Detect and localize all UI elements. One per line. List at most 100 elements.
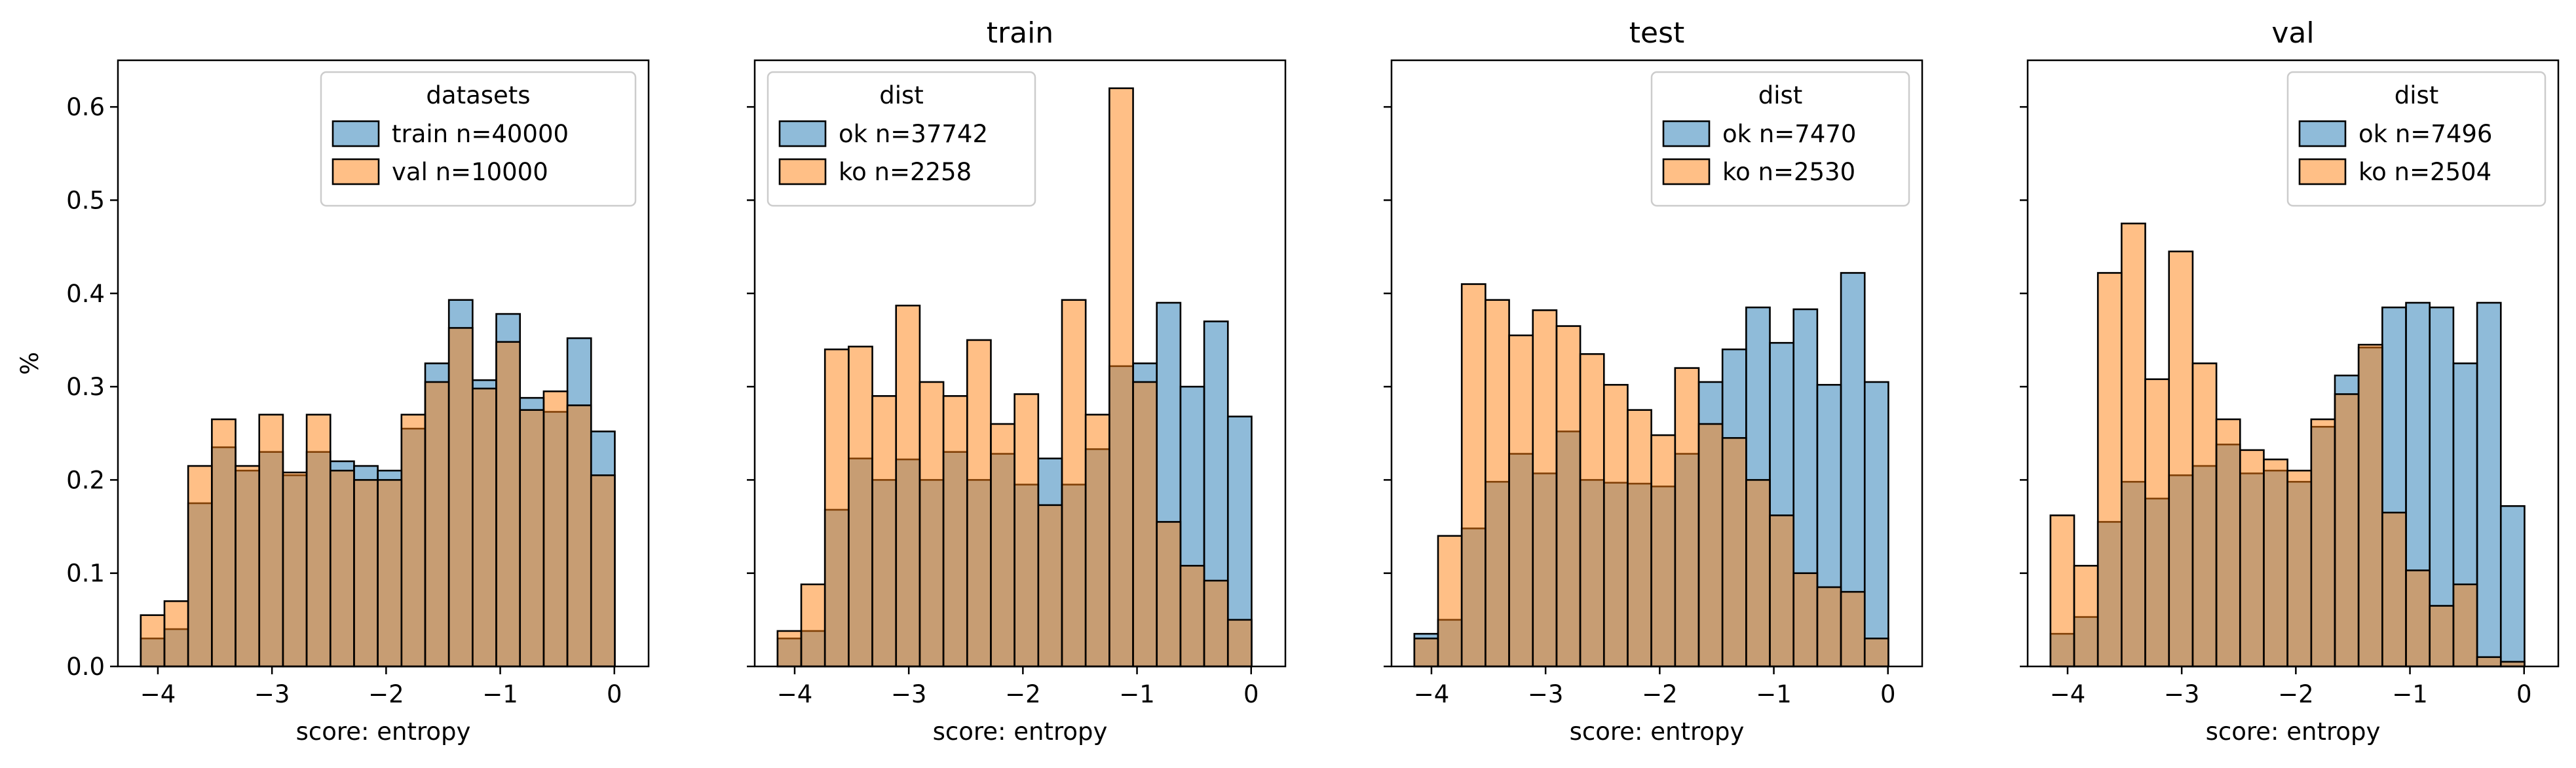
bar [990, 423, 1015, 668]
bar [258, 413, 284, 668]
bar [1602, 383, 1629, 668]
panel-title: val [2271, 16, 2314, 50]
bar [2334, 393, 2360, 668]
bar [2215, 418, 2241, 668]
bar [2144, 378, 2170, 668]
bar [400, 413, 426, 668]
bar [1485, 299, 1510, 668]
legend-label: ko n=2504 [2358, 158, 2491, 186]
legend-box [320, 71, 637, 207]
panel-title: test [1629, 16, 1685, 50]
x-tick-label: −3 [254, 680, 290, 708]
bar [1627, 409, 1652, 668]
bar [590, 474, 616, 668]
bar [519, 409, 545, 668]
x-tick-label: 0 [607, 680, 622, 708]
y-tick-label: 0.6 [66, 93, 105, 121]
axes-frame [2026, 59, 2560, 668]
histogram-panel-4: −4 −3 −2 −1 0 score: entropy val dist ok n=7496 k… [2020, 16, 2560, 746]
bar [919, 381, 945, 668]
histogram-panel-3: −4 −3 −2 −1 0 score: entropy test dist ok n=7470… [1384, 16, 1923, 746]
bar [800, 583, 826, 668]
bar [1792, 572, 1819, 668]
axes-frame [1390, 59, 1923, 668]
bar [824, 348, 850, 668]
bar [2499, 505, 2526, 668]
bar [1437, 535, 1463, 668]
bar [1156, 521, 1182, 668]
bar [1532, 309, 1558, 668]
bar [353, 479, 379, 668]
x-axis-label: score: entropy [296, 718, 471, 746]
legend-box [2286, 71, 2547, 207]
bar [2263, 458, 2288, 668]
bar [2476, 656, 2502, 668]
bar [2381, 511, 2407, 668]
bar [140, 614, 166, 668]
bar [1413, 638, 1439, 668]
bar [1508, 334, 1534, 668]
x-tick-label: −1 [482, 680, 518, 708]
bar [566, 404, 592, 668]
bar [1037, 504, 1063, 668]
bar [2405, 569, 2431, 668]
x-axis-label: score: entropy [2206, 718, 2381, 746]
legend: datasets train n=40000 val n=10000 [320, 71, 637, 207]
bar [2452, 583, 2478, 668]
x-tick-label: −3 [1528, 680, 1564, 708]
bar [1579, 353, 1605, 668]
x-tick-label: −2 [368, 680, 404, 708]
legend-swatch [331, 158, 380, 185]
y-tick-label: 0.4 [66, 280, 105, 308]
histogram-panel-2: −4 −3 −2 −1 0 score: entropy train dist ok n=377… [747, 16, 1287, 746]
bar [447, 327, 474, 668]
legend-swatch [2298, 158, 2347, 185]
bar [1108, 87, 1134, 668]
bar [2476, 301, 2502, 668]
y-tick-label: 0.3 [66, 373, 105, 401]
legend-label: ko n=2258 [839, 158, 972, 186]
x-axis-label: score: entropy [1570, 718, 1745, 746]
y-tick-label: 0.2 [66, 466, 105, 494]
legend-label: ko n=2530 [1722, 158, 1855, 186]
bar [966, 339, 992, 668]
axes-frame [753, 59, 1287, 668]
bar [2429, 605, 2455, 668]
bar [871, 395, 898, 668]
x-tick-label: −3 [2164, 680, 2200, 708]
legend-swatch [2298, 120, 2347, 147]
x-tick-label: −2 [2278, 680, 2314, 708]
bar [2239, 449, 2265, 668]
legend-label: ok n=37742 [839, 120, 988, 148]
legend-swatch [778, 158, 827, 185]
legend: dist ok n=7496 ko n=2504 [2286, 71, 2547, 207]
bar [1863, 381, 1889, 668]
legend-title: dist [1758, 81, 1803, 109]
bar [2049, 514, 2075, 668]
bar [1013, 393, 1040, 668]
bar [495, 341, 521, 668]
x-tick-label: −4 [2050, 680, 2086, 708]
legend-swatch [331, 120, 380, 147]
x-tick-label: −1 [1756, 680, 1792, 708]
x-axis-label: score: entropy [933, 718, 1108, 746]
y-tick-label: 0.1 [66, 560, 105, 588]
bar [377, 479, 403, 668]
bar [1555, 325, 1582, 668]
legend-swatch [778, 120, 827, 147]
x-tick-label: 0 [1880, 680, 1896, 708]
bar [1226, 619, 1253, 668]
bar [542, 390, 569, 668]
bar [2073, 565, 2099, 668]
bar [2168, 250, 2194, 668]
bar [1769, 514, 1795, 668]
legend-box [767, 71, 1036, 207]
legend-swatch [1662, 158, 1711, 185]
legend: dist ok n=37742 ko n=2258 [767, 71, 1036, 207]
x-tick-label: −2 [1005, 680, 1041, 708]
bar [1721, 437, 1747, 668]
histogram-panel-1: 0.0 0.1 0.2 0.3 0.4 0.5 0.6 −4 −3 −2 −1 0 score: ent… [16, 59, 650, 746]
legend-box [1650, 71, 1910, 207]
bar [895, 304, 921, 668]
